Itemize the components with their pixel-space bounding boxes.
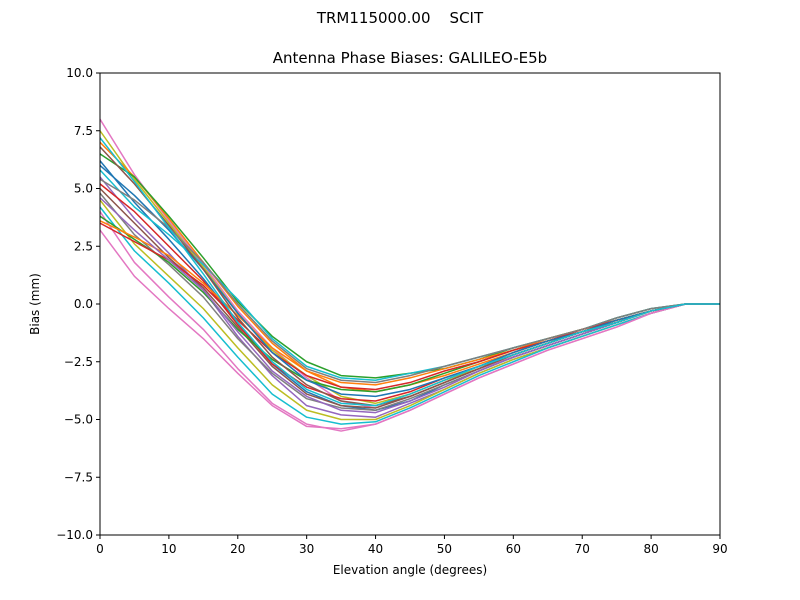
x-tick-label: 0 [96,542,104,556]
plot-frame [99,72,721,536]
y-tick-label: 10.0 [66,66,93,80]
y-tick-label: −5.0 [64,413,93,427]
figure-suptitle: TRM115000.00 SCIT [316,9,484,27]
series-line-1 [99,118,720,409]
series-line-18 [99,197,720,414]
x-tick-label: 70 [575,542,590,556]
series-line-20 [99,146,720,407]
y-tick-label: −2.5 [64,355,93,369]
y-tick-label: 2.5 [74,239,93,253]
x-tick-label: 90 [712,542,727,556]
y-tick-label: 0.0 [74,297,93,311]
y-tick-label: −10.0 [56,528,93,542]
x-tick-label: 80 [643,542,658,556]
series-line-14 [99,215,720,393]
x-axis-label: Elevation angle (degrees) [333,563,487,577]
y-tick-label: 5.0 [74,182,93,196]
series-line-17 [99,229,720,430]
x-tick-label: 60 [506,542,521,556]
series-line-21 [99,178,720,384]
x-tick-label: 50 [437,542,452,556]
y-axis-label: Bias (mm) [28,273,42,335]
series-line-8 [99,183,720,402]
series-line-12 [99,206,720,425]
x-tick-label: 20 [230,542,245,556]
x-tick-label: 40 [368,542,383,556]
x-tick-label: 10 [161,542,176,556]
chart-title: Antenna Phase Biases: GALILEO-E5b [272,49,548,67]
series-line-22 [99,137,720,407]
series-layer [99,118,720,432]
y-axis: 10.0 7.5 5.0 2.5 0.0 −2.5 −5.0 −7.5 −10.0 [56,66,100,542]
x-axis: 0 10 20 30 40 50 60 70 80 90 [96,535,728,556]
y-tick-label: 7.5 [74,124,93,138]
series-line-7 [99,176,720,418]
series-line-11 [99,199,720,421]
y-tick-label: −7.5 [64,470,93,484]
x-tick-label: 30 [299,542,314,556]
